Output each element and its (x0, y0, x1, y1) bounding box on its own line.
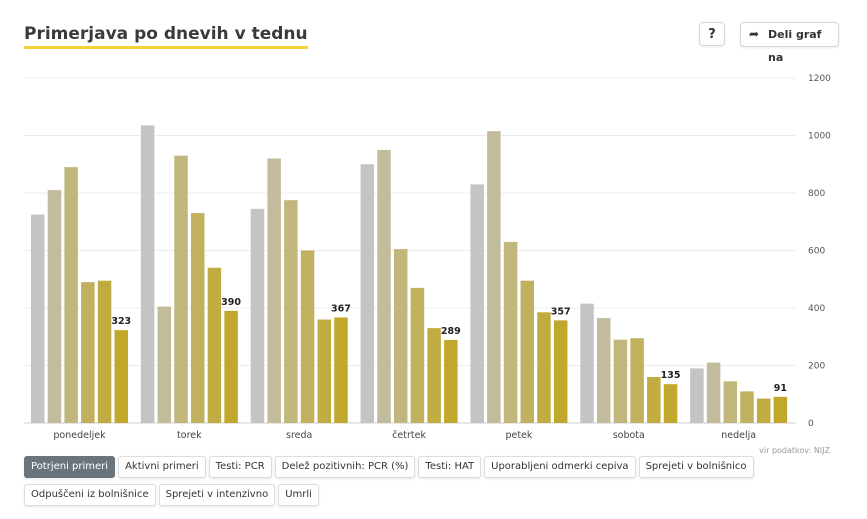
data-label: 289 (441, 326, 461, 337)
share-label: Deli graf na (768, 28, 822, 64)
bar (553, 320, 568, 423)
tab-potrjeni-primeri[interactable]: Potrjeni primeri (24, 456, 116, 478)
tab-delež-pozitivnih-pcr[interactable]: Delež pozitivnih: PCR (%) (274, 456, 416, 478)
tab-testi-hat[interactable]: Testi: HAT (418, 456, 482, 478)
tab-sprejeti-v-bolnišnico[interactable]: Sprejeti v bolnišnico (638, 456, 754, 478)
bar (360, 164, 375, 423)
tab-aktivni-primeri[interactable]: Aktivni primeri (118, 456, 206, 478)
bar (427, 328, 441, 423)
bar (377, 149, 391, 423)
y-tick-label: 0 (808, 419, 814, 429)
bar (487, 131, 501, 423)
bar (706, 362, 721, 423)
bar (284, 200, 298, 423)
bar (140, 125, 155, 423)
bar (410, 287, 425, 423)
chart-title: Primerjava po dnevih v tednu (24, 24, 308, 49)
bar (81, 282, 95, 423)
bar (207, 267, 222, 423)
x-category-label: petek (505, 430, 532, 441)
bar (663, 384, 678, 423)
y-tick-label: 400 (808, 304, 825, 314)
bar (503, 241, 518, 423)
bar (690, 368, 704, 423)
bar (630, 338, 644, 423)
x-category-label: torek (177, 430, 202, 441)
tab-odpuščeni-iz-bolnišnice[interactable]: Odpuščeni iz bolnišnice (24, 484, 156, 506)
x-category-label: nedelja (721, 430, 756, 441)
bar (647, 377, 661, 423)
x-category-label: četrtek (392, 430, 426, 441)
tab-testi-pcr[interactable]: Testi: PCR (208, 456, 272, 478)
x-category-label: sreda (286, 430, 312, 441)
data-source: vir podatkov: NIJZ (759, 446, 830, 455)
y-tick-label: 600 (808, 247, 825, 257)
bar (756, 398, 771, 423)
bar (224, 310, 238, 423)
bar (267, 158, 281, 423)
bar (157, 306, 172, 423)
share-button[interactable]: ➦ Deli graf na (740, 22, 839, 64)
bar (31, 214, 45, 423)
bar (596, 318, 611, 423)
bar (250, 208, 265, 423)
bar (317, 319, 332, 423)
bar (64, 167, 78, 423)
data-label: 367 (331, 303, 351, 314)
bar (393, 249, 408, 423)
bar (334, 317, 348, 423)
tab-umrli[interactable]: Umrli (278, 484, 319, 506)
bar (740, 391, 754, 423)
bar (300, 250, 315, 423)
bar (580, 303, 594, 423)
x-category-label: sobota (613, 430, 645, 441)
data-label: 390 (221, 297, 241, 308)
bar (613, 339, 628, 423)
share-arrow-icon: ➦ (749, 27, 760, 41)
bar (723, 381, 738, 423)
bar-chart: 0 200 400 600 800 1000 1200 323 ponedeljek 390 tor… (24, 74, 831, 441)
data-label: 323 (111, 316, 131, 327)
bar (174, 155, 188, 423)
y-tick-label: 1000 (808, 132, 831, 142)
bar (773, 396, 788, 423)
bar (537, 312, 551, 423)
data-label: 135 (661, 370, 681, 381)
x-category-label: ponedeljek (53, 430, 106, 441)
help-button[interactable]: ? (699, 22, 725, 46)
y-tick-label: 800 (808, 189, 825, 199)
y-tick-label: 200 (808, 362, 825, 372)
bar (114, 330, 128, 423)
help-label: ? (708, 27, 716, 42)
bar (47, 190, 62, 423)
y-tick-label: 1200 (808, 74, 831, 84)
bar (520, 280, 535, 423)
bar (470, 184, 484, 423)
data-label: 91 (774, 383, 787, 394)
bar (97, 280, 112, 423)
data-label: 357 (551, 306, 571, 317)
tab-uporabljeni-odmerki-cepiva[interactable]: Uporabljeni odmerki cepiva (484, 456, 636, 478)
tab-sprejeti-v-intenzivno[interactable]: Sprejeti v intenzivno (158, 484, 276, 506)
bar (444, 339, 458, 423)
bar (190, 213, 205, 423)
metric-tabs: Potrjeni primeri Aktivni primeri Testi: PC… (24, 456, 824, 512)
